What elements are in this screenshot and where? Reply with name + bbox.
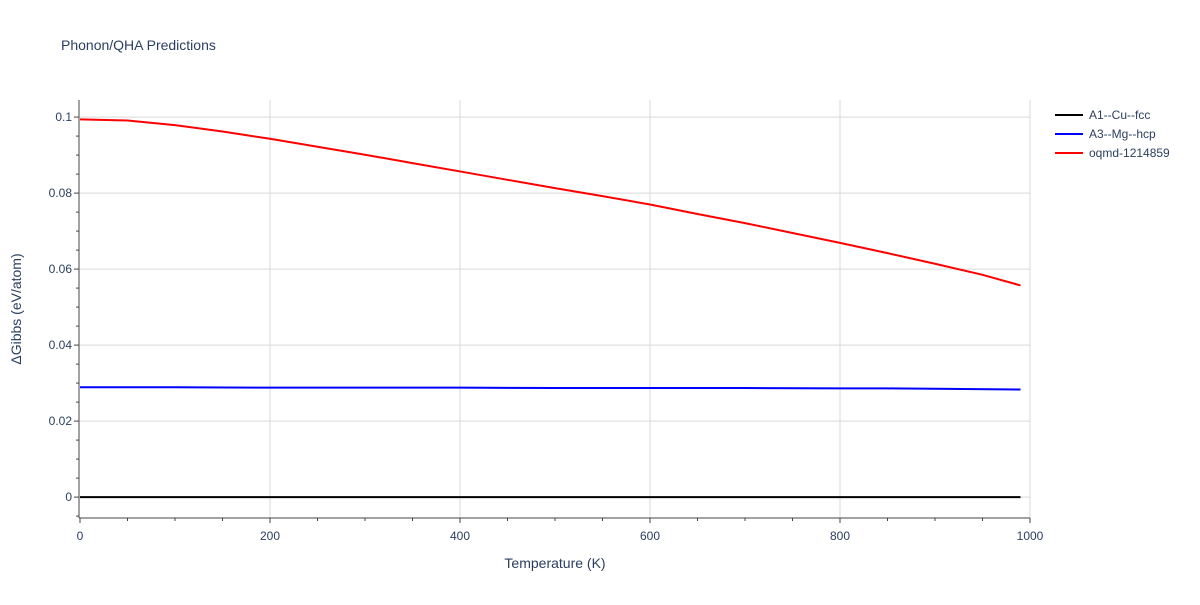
legend: A1--Cu--fcc A3--Mg--hcp oqmd-1214859 <box>1055 108 1170 160</box>
chart-title: Phonon/QHA Predictions <box>61 37 216 53</box>
series-line-2 <box>79 118 1021 287</box>
y-tick-label: 0.06 <box>49 262 73 276</box>
y-axis-title: ΔGibbs (eV/atom) <box>8 253 24 364</box>
y-tick-label: 0 <box>65 490 72 504</box>
grid <box>80 100 1031 518</box>
legend-label-1: A3--Mg--hcp <box>1089 127 1156 141</box>
legend-label-2: oqmd-1214859 <box>1089 146 1170 160</box>
x-tick-label: 1000 <box>1017 529 1044 543</box>
y-tick-label: 0.04 <box>49 338 73 352</box>
y-tick-label: 0.02 <box>49 414 73 428</box>
x-tick-label: 600 <box>640 529 660 543</box>
series-lines <box>79 118 1021 499</box>
legend-label-0: A1--Cu--fcc <box>1089 108 1150 122</box>
y-tick-label: 0.08 <box>49 186 73 200</box>
x-tick-label: 200 <box>260 529 280 543</box>
y-tick-label: 0.1 <box>55 110 72 124</box>
axes: 0 200 400 600 800 1000 0 0.02 0.04 0.06 0.08 0.1 <box>49 100 1044 543</box>
series-line-1 <box>80 386 1021 391</box>
x-axis-title: Temperature (K) <box>504 555 605 571</box>
x-tick-label: 0 <box>77 529 84 543</box>
x-tick-label: 800 <box>830 529 850 543</box>
x-tick-label: 400 <box>450 529 470 543</box>
